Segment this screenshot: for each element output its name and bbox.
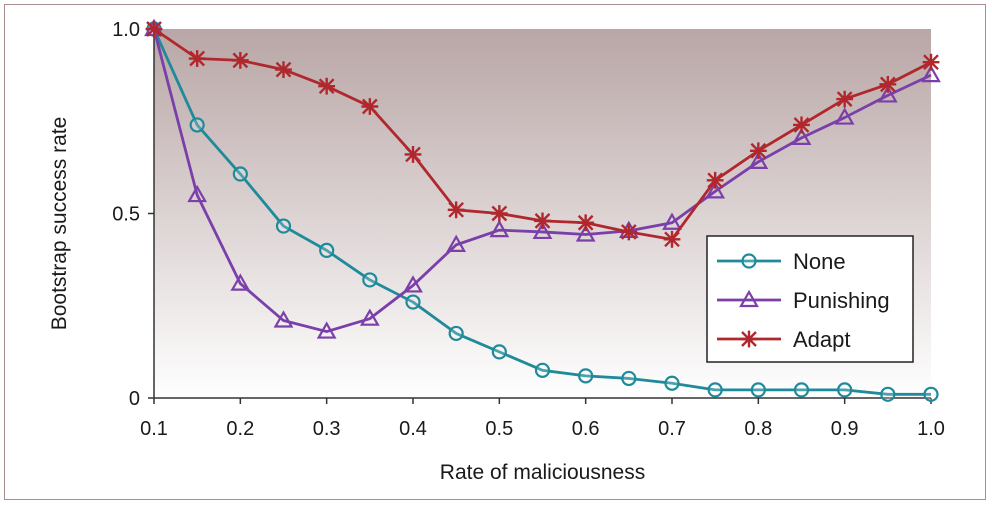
data-point-punishing — [877, 85, 898, 103]
data-point-none — [319, 242, 335, 258]
data-point-punishing — [359, 308, 380, 326]
data-point-adapt — [793, 116, 810, 134]
data-point-punishing — [446, 234, 467, 252]
data-point-none — [880, 386, 896, 402]
y-tick-label: 1.0 — [112, 19, 140, 41]
data-point-none — [923, 386, 939, 402]
data-point-punishing — [532, 221, 553, 240]
data-point-adapt — [361, 98, 379, 115]
data-point-adapt — [577, 214, 595, 232]
data-point-punishing — [834, 107, 855, 125]
data-point-none — [750, 382, 766, 398]
data-point-none — [621, 370, 637, 387]
series-punishing — [144, 18, 941, 339]
data-point-adapt — [620, 223, 638, 241]
data-point-adapt — [318, 77, 336, 95]
data-point-punishing — [187, 184, 208, 203]
data-point-punishing — [230, 273, 251, 291]
series-line-none — [152, 28, 931, 396]
y-tick-label: 0 — [129, 388, 140, 410]
data-point-none — [793, 382, 810, 398]
data-point-punishing — [662, 212, 682, 230]
data-point-punishing — [748, 151, 769, 169]
legend-label-punishing: Punishing — [793, 288, 890, 313]
x-tick-label: 0.5 — [485, 418, 513, 440]
x-tick-label: 0.2 — [226, 418, 254, 440]
data-point-adapt — [706, 171, 724, 189]
data-point-none — [275, 218, 292, 234]
x-tick-label: 0.7 — [658, 418, 686, 440]
data-point-adapt — [231, 51, 249, 69]
data-point-adapt — [663, 230, 681, 248]
data-point-punishing — [316, 321, 337, 339]
data-point-punishing — [575, 224, 596, 242]
series-adapt — [145, 20, 940, 248]
data-point-adapt — [879, 75, 897, 93]
data-point-none — [362, 272, 378, 288]
data-point-punishing — [273, 310, 294, 328]
y-axis-title: Bootstrap success rate — [48, 117, 71, 331]
x-tick-label: 1.0 — [917, 418, 945, 440]
data-point-adapt — [749, 142, 767, 160]
data-point-adapt — [922, 53, 940, 71]
x-tick-label: 0.8 — [744, 418, 772, 440]
data-point-adapt — [490, 205, 508, 222]
data-point-none — [189, 117, 205, 133]
data-point-adapt — [275, 61, 292, 78]
x-tick-label: 0.4 — [399, 418, 427, 440]
data-point-none — [534, 362, 551, 378]
x-tick-label: 0.3 — [313, 418, 341, 440]
data-point-adapt — [404, 146, 422, 163]
data-point-punishing — [921, 64, 941, 83]
data-point-adapt — [447, 201, 465, 219]
data-point-punishing — [403, 275, 423, 293]
data-point-none — [664, 375, 680, 391]
legend-label-none: None — [793, 249, 846, 274]
x-tick-label: 0.6 — [572, 418, 600, 440]
legend-marker-adapt — [740, 330, 758, 348]
data-point-punishing — [489, 219, 510, 238]
data-point-punishing — [705, 181, 726, 199]
data-point-adapt — [188, 50, 206, 67]
y-tick-label: 0.5 — [112, 204, 140, 226]
data-point-punishing — [791, 127, 812, 145]
data-point-none — [491, 344, 507, 360]
legend-marker-punishing — [739, 289, 759, 308]
x-axis-title: Rate of maliciousness — [440, 461, 645, 484]
data-point-none — [837, 382, 853, 398]
legend: None Punishing Adapt — [706, 235, 914, 363]
data-point-none — [405, 294, 421, 310]
x-tick-label: 0.9 — [831, 418, 859, 440]
data-point-adapt — [534, 212, 551, 230]
series-line-punishing — [152, 28, 932, 333]
data-point-adapt — [836, 90, 854, 108]
data-point-adapt — [145, 20, 163, 38]
x-tick-label: 0.1 — [140, 418, 168, 440]
data-point-none — [707, 382, 723, 398]
legend-marker-none — [741, 253, 757, 269]
data-point-none — [232, 166, 248, 182]
data-point-none — [578, 368, 594, 384]
legend-label-adapt: Adapt — [793, 327, 851, 352]
data-point-none — [448, 325, 464, 342]
